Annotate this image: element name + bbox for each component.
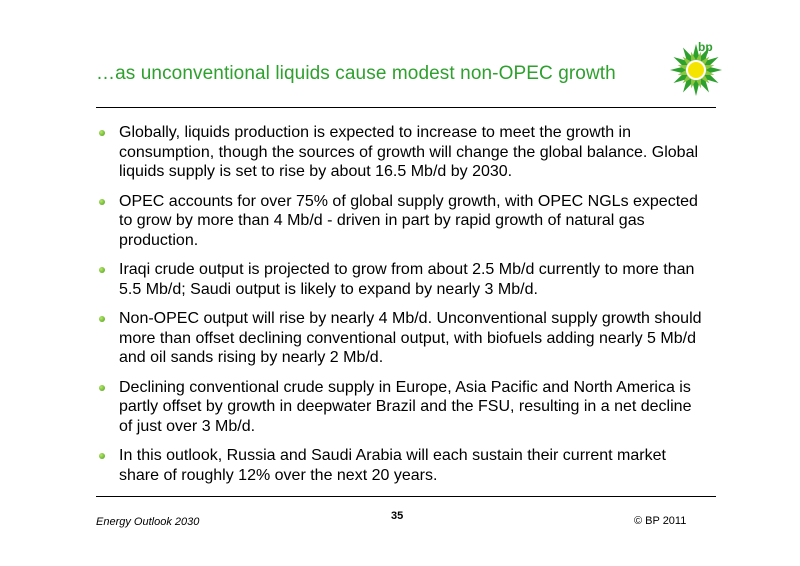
page-number: 35 [391, 510, 404, 522]
bullet-text: Non-OPEC output will rise by nearly 4 Mb… [119, 310, 702, 366]
bullet-item: Globally, liquids production is expected… [96, 123, 706, 182]
bullet-item: Non-OPEC output will rise by nearly 4 Mb… [96, 309, 706, 368]
footer-publication-title: Energy Outlook 2030 [96, 516, 200, 528]
bullet-item: Declining conventional crude supply in E… [96, 378, 706, 437]
bullet-text: In this outlook, Russia and Saudi Arabia… [119, 447, 666, 484]
bullet-dot-icon [99, 130, 105, 136]
bullet-item: OPEC accounts for over 75% of global sup… [96, 192, 706, 251]
bullet-dot-icon [99, 198, 105, 205]
bullet-text: OPEC accounts for over 75% of global sup… [119, 192, 698, 249]
bullet-dot-icon [99, 453, 105, 459]
title-divider [96, 107, 716, 108]
bullet-list: Globally, liquids production is expected… [96, 123, 706, 495]
bullet-text: Declining conventional crude supply in E… [119, 378, 692, 435]
bullet-dot-icon [99, 316, 105, 322]
footer-divider [96, 496, 716, 497]
bp-helios-logo-icon [668, 42, 724, 98]
slide-title: …as unconventional liquids cause modest … [96, 63, 616, 84]
bullet-text: Iraqi crude output is projected to grow … [119, 261, 695, 298]
bp-logo-text: bp [698, 40, 713, 54]
bullet-dot-icon [99, 384, 105, 391]
bullet-text: Globally, liquids production is expected… [119, 124, 699, 180]
copyright-notice: © BP 2011 [634, 515, 687, 527]
bullet-item: Iraqi crude output is projected to grow … [96, 260, 706, 299]
bullet-item: In this outlook, Russia and Saudi Arabia… [96, 446, 706, 485]
bullet-dot-icon [99, 267, 105, 273]
